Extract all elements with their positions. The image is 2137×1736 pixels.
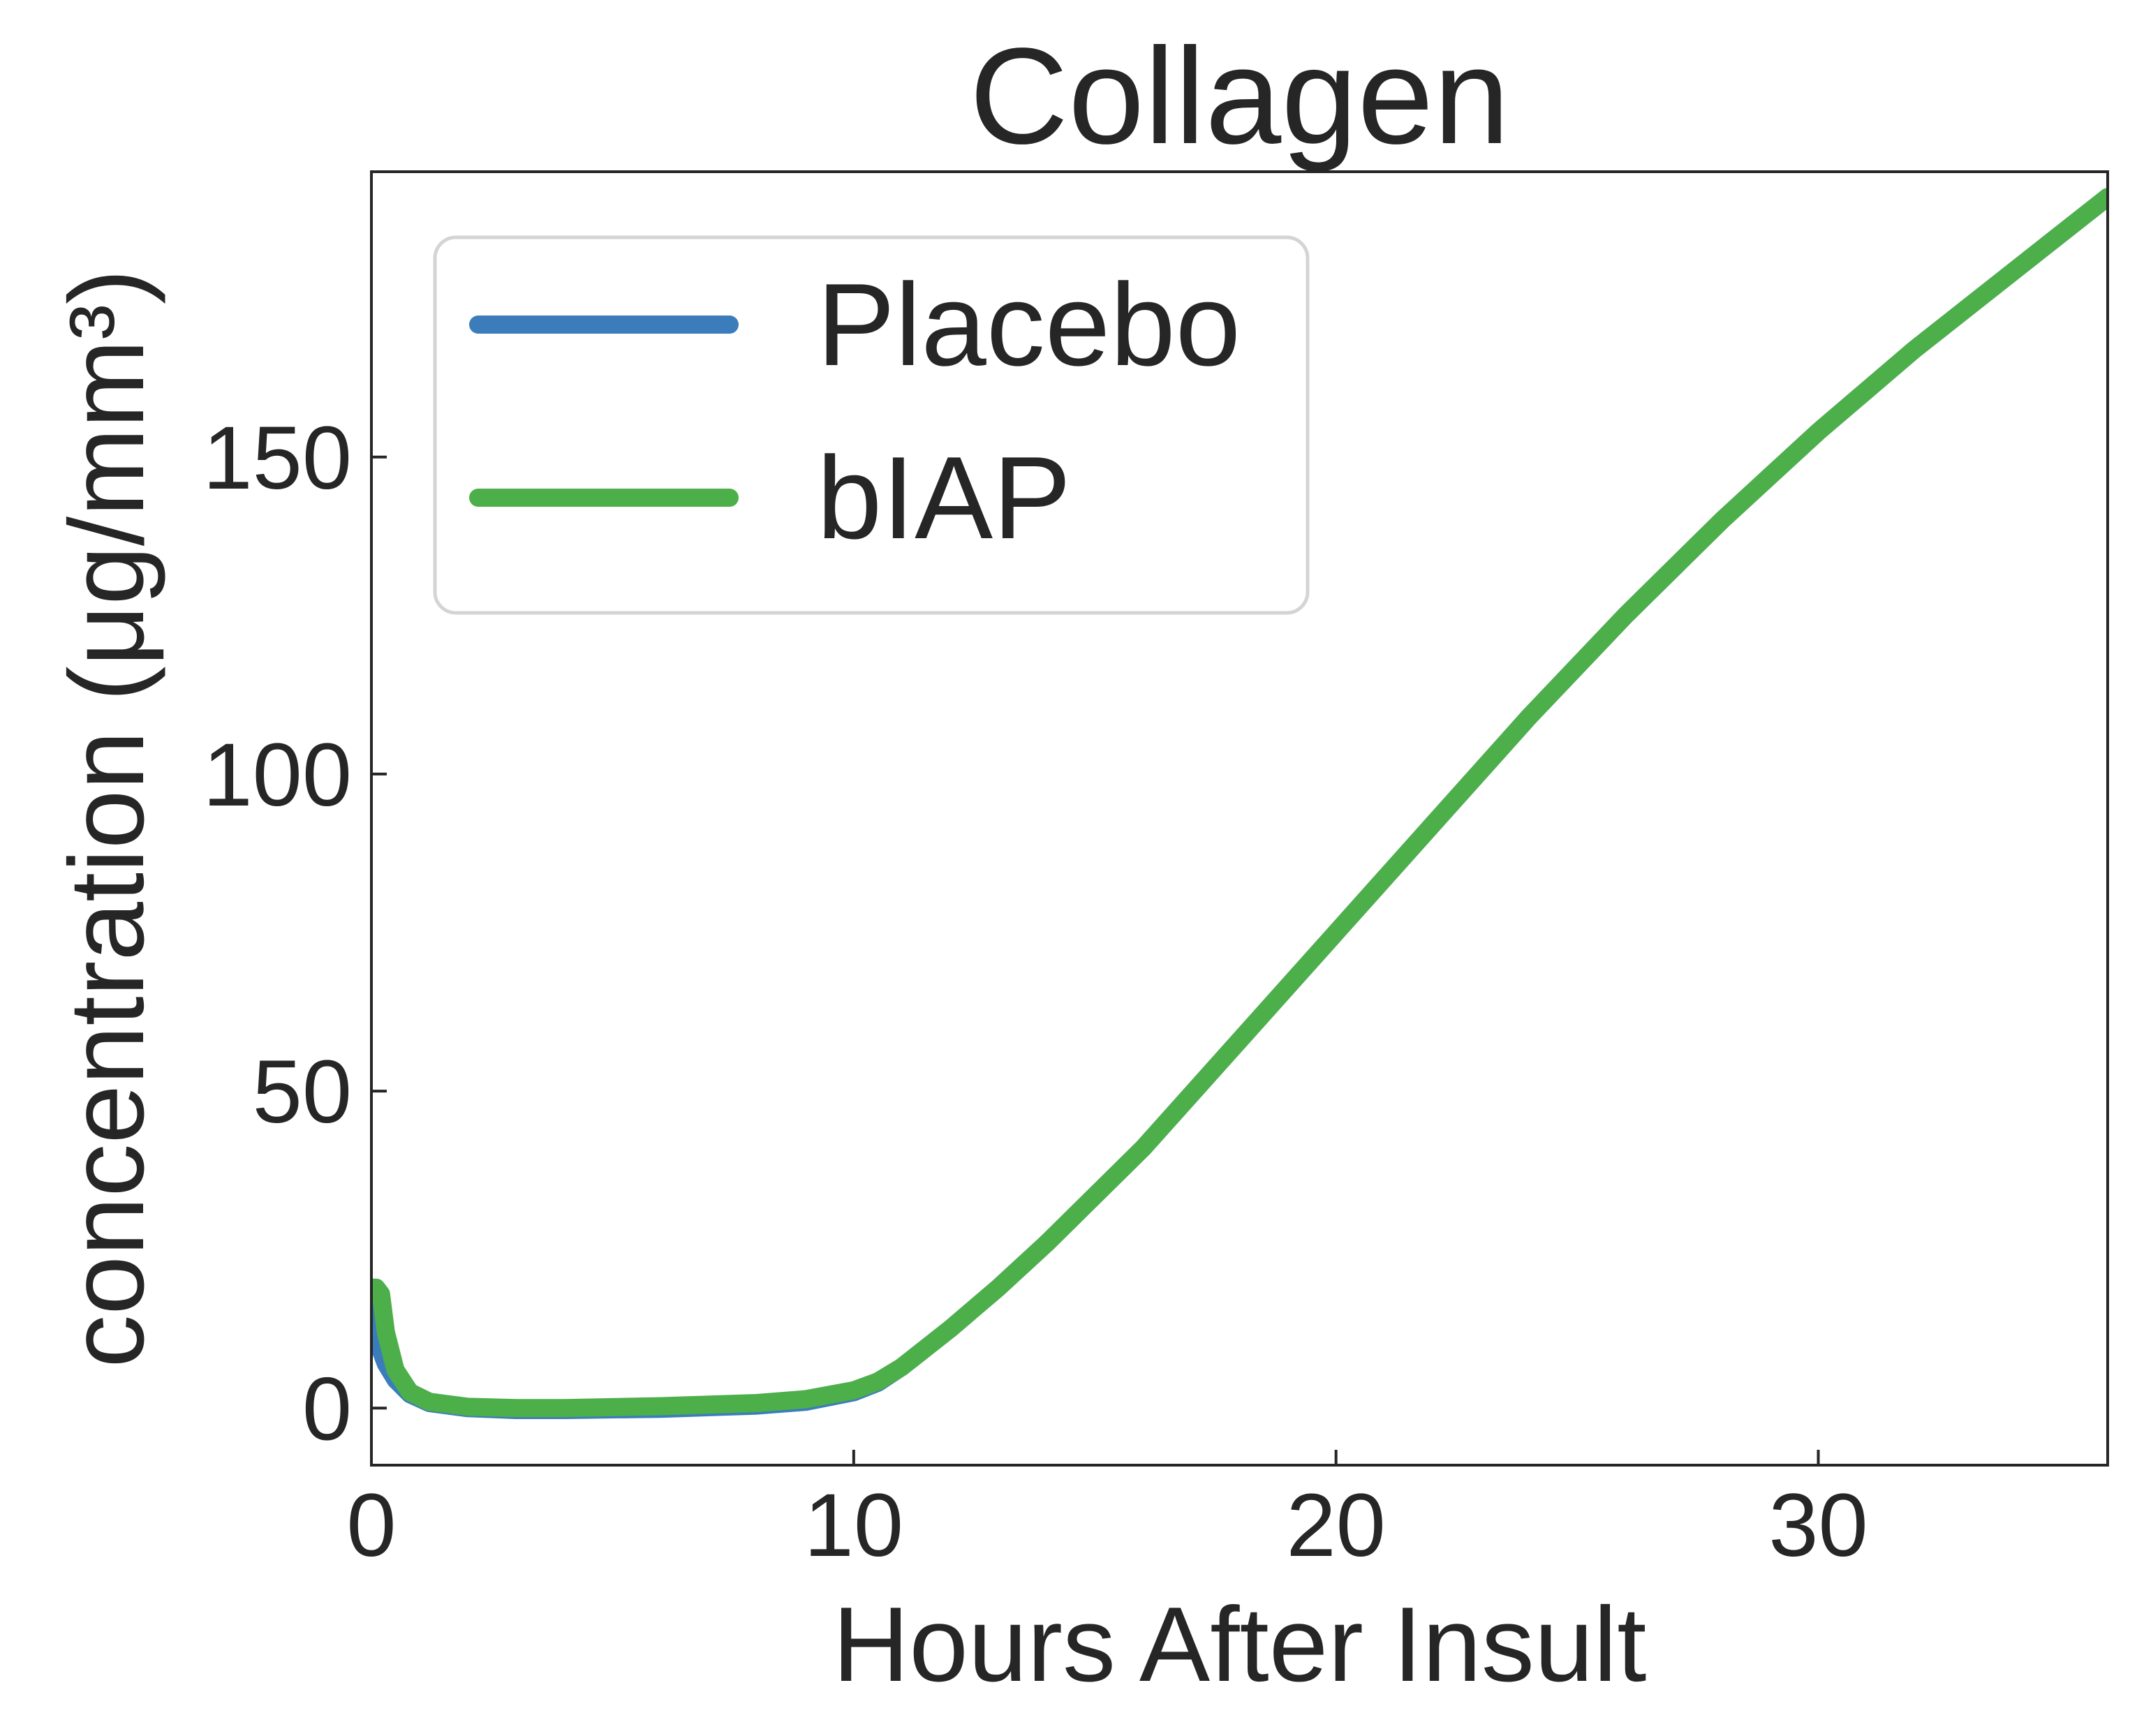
title-group: Collagen	[970, 20, 1510, 172]
series-layer	[371, 188, 2108, 1419]
y-axis-label-group: concentration (μg/mm³)	[47, 269, 166, 1367]
chart-title: Collagen	[970, 20, 1510, 172]
legend-label-placebo: Placebo	[817, 259, 1241, 390]
legend-label-biap: bIAP	[817, 432, 1071, 563]
legend: Placebo bIAP	[433, 235, 1310, 615]
y-tick-label: 150	[202, 408, 352, 508]
plot-frame	[370, 170, 2109, 1467]
x-axis-label: Hours After Insult	[833, 1585, 1647, 1704]
y-tick-label: 50	[253, 1042, 352, 1142]
x-tick-label: 10	[804, 1476, 903, 1575]
x-tick-label: 30	[1768, 1476, 1868, 1575]
x-tick-label: 0	[346, 1476, 396, 1575]
series-line-biap	[371, 188, 2108, 1418]
y-tick-label: 0	[302, 1359, 352, 1459]
x-tick-label: 20	[1286, 1476, 1385, 1575]
axes-layer: 0 10 20 30 0 50 100 150	[202, 170, 2109, 1575]
y-axis-label: concentration (μg/mm³)	[47, 269, 166, 1367]
y-tick-label: 100	[202, 725, 352, 825]
